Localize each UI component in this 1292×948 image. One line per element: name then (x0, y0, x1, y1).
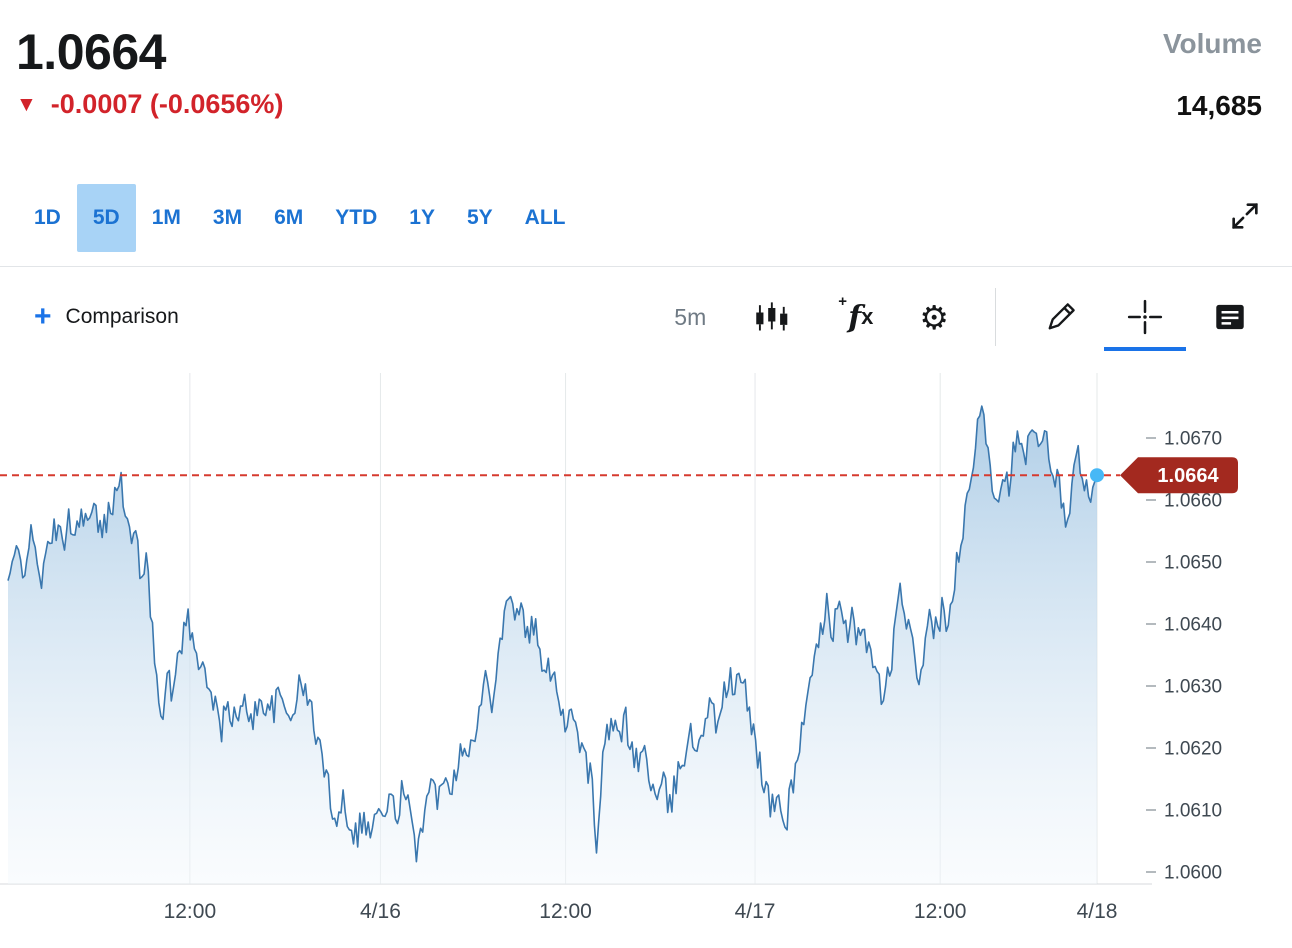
draw-button[interactable] (1042, 299, 1080, 335)
svg-text:1.0664: 1.0664 (1157, 465, 1219, 487)
chart-tools: 5m + f x ⚙ (674, 288, 1250, 351)
price-chart[interactable]: 1.0600 1.0610 1.0620 1.0630 1.0640 1.0650 1.06… (0, 367, 1292, 947)
price-change-text: -0.0007 (-0.0656%) (50, 88, 284, 119)
last-price: 1.0664 (16, 24, 166, 80)
expand-icon (1228, 199, 1262, 238)
svg-text:1.0610: 1.0610 (1164, 801, 1222, 822)
toolbar-divider (995, 288, 996, 346)
candlestick-icon (752, 299, 792, 335)
range-tabs: 1D 5D 1M 3M 6M YTD 1Y 5Y ALL (0, 170, 1292, 266)
annotations-button[interactable] (1210, 298, 1250, 336)
svg-text:1.0670: 1.0670 (1164, 429, 1222, 450)
range-tab-1m[interactable]: 1M (151, 206, 181, 229)
range-tab-6m[interactable]: 6M (274, 206, 304, 229)
svg-text:4/17: 4/17 (735, 900, 776, 923)
volume-label: Volume (1162, 28, 1262, 59)
svg-text:4/16: 4/16 (360, 900, 401, 923)
volume-value: 14,685 (1176, 90, 1262, 121)
pencil-icon (1042, 299, 1080, 335)
current-price-dot (1090, 468, 1104, 483)
function-icon: f (848, 299, 862, 335)
range-tab-1d[interactable]: 1D (34, 206, 61, 229)
svg-text:4/18: 4/18 (1077, 900, 1118, 923)
y-axis-labels: 1.0600 1.0610 1.0620 1.0630 1.0640 1.0650 1.06… (1146, 429, 1222, 884)
indicators-button[interactable]: + f x (838, 292, 874, 335)
quote-price-block: 1.0664 ▼ -0.0007 (-0.0656%) (16, 26, 283, 120)
annotation-icon (1210, 298, 1250, 336)
range-tab-all[interactable]: ALL (524, 206, 566, 229)
expand-chart-button[interactable] (1228, 199, 1262, 238)
svg-text:12:00: 12:00 (164, 900, 217, 923)
svg-text:1.0640: 1.0640 (1164, 615, 1222, 636)
chart-style-button[interactable] (752, 299, 792, 335)
range-tab-1y[interactable]: 1Y (409, 206, 435, 229)
interval-selector[interactable]: 5m (674, 303, 707, 330)
chart-toolbar: + Comparison 5m + f x ⚙ (0, 267, 1292, 367)
svg-text:1.0630: 1.0630 (1164, 677, 1222, 698)
range-tab-5y[interactable]: 5Y (466, 206, 493, 229)
comparison-label: Comparison (65, 305, 179, 328)
svg-text:12:00: 12:00 (539, 900, 592, 923)
price-line (7, 405, 1098, 863)
svg-text:1.0620: 1.0620 (1164, 739, 1222, 760)
divider (0, 266, 1292, 267)
svg-text:1.0600: 1.0600 (1164, 863, 1222, 884)
down-arrow-icon: ▼ (16, 92, 37, 116)
quote-header: 1.0664 ▼ -0.0007 (-0.0656%) Volume 14,68… (0, 0, 1292, 170)
svg-text:1.0660: 1.0660 (1164, 491, 1222, 512)
svg-text:1.0650: 1.0650 (1164, 553, 1222, 574)
price-area (8, 406, 1097, 884)
range-tab-5d[interactable]: 5D (76, 184, 136, 252)
fx-plus-icon: + (838, 292, 848, 310)
add-comparison-button[interactable]: + Comparison (34, 302, 179, 332)
plus-icon: + (34, 300, 52, 333)
gear-icon: ⚙ (919, 298, 949, 336)
crosshair-button[interactable] (1104, 298, 1186, 351)
volume-block: Volume 14,685 (1163, 26, 1262, 122)
range-tab-3m[interactable]: 3M (212, 206, 243, 229)
range-tab-ytd[interactable]: YTD (335, 206, 378, 229)
svg-text:12:00: 12:00 (914, 900, 967, 923)
last-price-badge: 1.0664 (1120, 457, 1238, 494)
price-change: ▼ -0.0007 (-0.0656%) (16, 89, 283, 120)
crosshair-icon (1126, 298, 1164, 336)
price-chart-svg[interactable]: 1.0600 1.0610 1.0620 1.0630 1.0640 1.0650 1.06… (0, 367, 1292, 947)
settings-button[interactable]: ⚙ (919, 301, 949, 334)
x-axis-labels: 12:00 4/16 12:00 4/17 12:00 4/18 (164, 900, 1118, 923)
